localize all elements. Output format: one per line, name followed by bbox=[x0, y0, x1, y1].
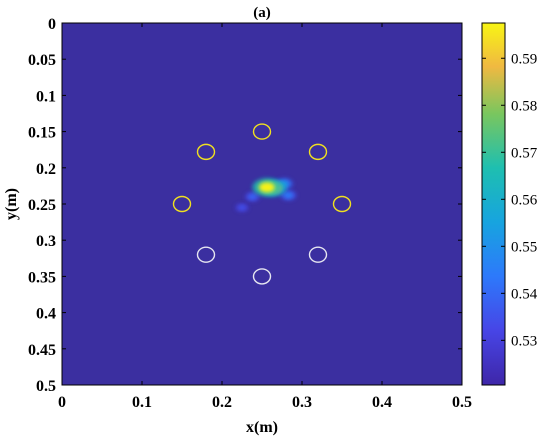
y-tick-label: 0.15 bbox=[28, 125, 56, 142]
y-axis: 0 0.05 0.1 0.15 0.2 0.25 0.3 0.35 0.4 0.45 0.5 bbox=[28, 16, 462, 395]
chart-title: (a) bbox=[253, 5, 271, 21]
marker-circle-3 bbox=[172, 195, 192, 213]
y-tick-label: 0.3 bbox=[36, 233, 56, 250]
x-tick-label: 0 bbox=[58, 394, 66, 411]
plot-area bbox=[62, 23, 462, 385]
y-tick-label: 0.25 bbox=[28, 197, 56, 214]
colorbar-tick-label: 0.53 bbox=[511, 333, 537, 349]
marker-circle-0 bbox=[252, 123, 272, 140]
colorbar-ticks: 0.53 0.54 0.55 0.56 0.57 0.58 0.59 bbox=[482, 51, 538, 349]
y-tick-label: 0.4 bbox=[36, 306, 56, 323]
x-axis-label: x(m) bbox=[246, 419, 278, 436]
colorbar bbox=[481, 22, 506, 386]
x-axis: 0 0.1 0.2 0.3 0.4 0.5 bbox=[58, 23, 472, 411]
colorbar-tick-label: 0.54 bbox=[511, 286, 538, 302]
y-tick-label: 0.1 bbox=[36, 88, 56, 105]
marker-layer bbox=[172, 123, 352, 285]
marker-circle-7 bbox=[252, 268, 272, 285]
hotspot-1 bbox=[248, 194, 257, 200]
y-tick-label: 0.35 bbox=[28, 269, 56, 286]
colorbar-tick-label: 0.59 bbox=[511, 51, 537, 67]
colorbar-tick-label: 0.55 bbox=[511, 239, 537, 255]
hotspot-layer bbox=[235, 178, 297, 212]
x-tick-label: 0.1 bbox=[132, 394, 152, 411]
y-tick-label: 0 bbox=[48, 16, 56, 33]
x-tick-label: 0.2 bbox=[212, 394, 232, 411]
hotspot-5 bbox=[258, 181, 275, 193]
y-tick-label: 0.05 bbox=[28, 52, 56, 69]
hotspot-0 bbox=[238, 205, 246, 211]
x-tick-label: 0.4 bbox=[372, 394, 392, 411]
hotspot-2 bbox=[283, 192, 293, 199]
y-tick-label: 0.45 bbox=[28, 342, 56, 359]
x-tick-label: 0.3 bbox=[292, 394, 312, 411]
marker-circle-6 bbox=[308, 246, 328, 263]
y-tick-label: 0.2 bbox=[36, 161, 56, 178]
marker-circle-5 bbox=[196, 246, 216, 263]
marker-circle-2 bbox=[308, 143, 328, 161]
y-axis-label: y(m) bbox=[3, 188, 20, 220]
colorbar-tick-label: 0.56 bbox=[511, 192, 538, 208]
colorbar-tick-label: 0.57 bbox=[511, 145, 538, 161]
marker-circle-4 bbox=[332, 195, 352, 213]
y-tick-label: 0.5 bbox=[36, 378, 56, 395]
marker-circle-1 bbox=[196, 143, 216, 161]
colorbar-tick-label: 0.58 bbox=[511, 98, 537, 114]
x-tick-label: 0.5 bbox=[452, 394, 472, 411]
